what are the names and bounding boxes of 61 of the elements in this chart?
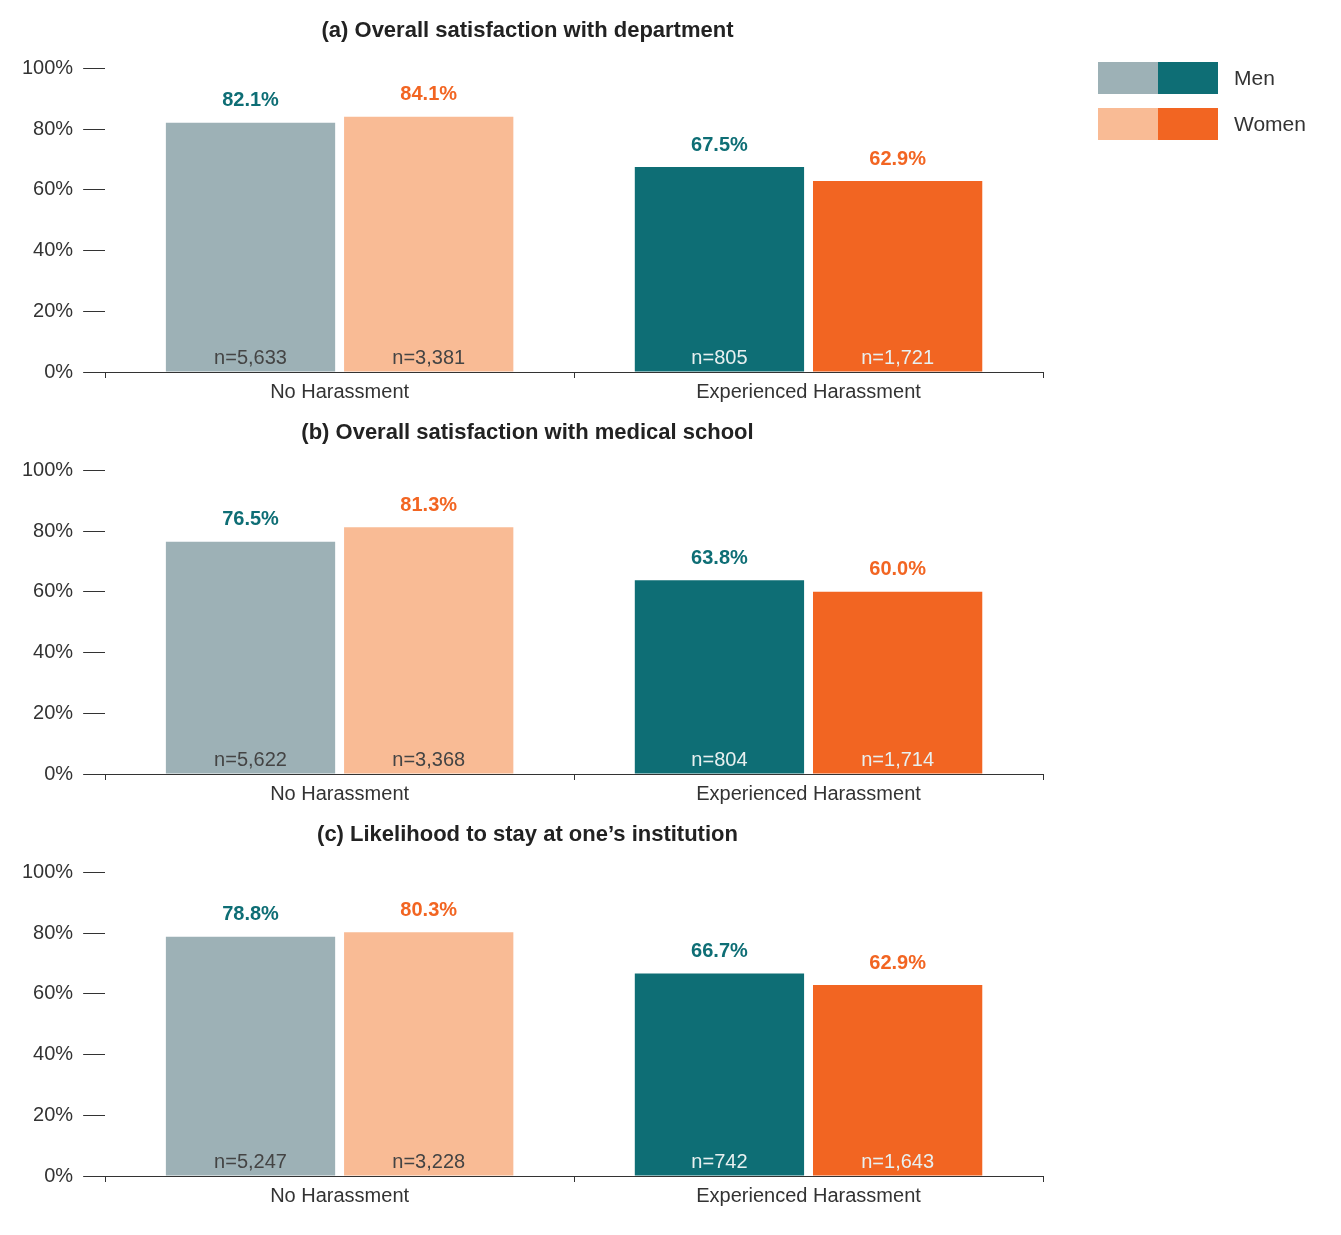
data-label: 84.1% <box>400 82 458 105</box>
bar <box>812 591 983 774</box>
annotation: n=3,381 <box>392 345 466 368</box>
y-tick-label: 0% <box>44 761 74 784</box>
x-tick-label: Experienced Harassment <box>696 781 922 804</box>
data-label: 82.1% <box>222 88 280 111</box>
data-label: 80.3% <box>400 897 458 920</box>
y-tick-label: 100% <box>22 55 74 78</box>
y-tick-label: 60% <box>33 177 74 200</box>
x-tick-label: Experienced Harassment <box>696 1183 922 1206</box>
y-tick-label: 20% <box>33 298 74 321</box>
chart-title: (a) Overall satisfaction with department <box>321 17 735 43</box>
bar <box>165 936 336 1176</box>
y-tick-label: 40% <box>33 1042 74 1065</box>
y-tick-label: 80% <box>33 920 74 943</box>
annotation: n=805 <box>691 345 748 368</box>
data-label: 76.5% <box>222 507 280 530</box>
x-tick-label: No Harassment <box>270 379 410 402</box>
annotation: n=1,721 <box>861 345 935 368</box>
bar <box>344 527 514 774</box>
data-label: 62.9% <box>869 950 927 973</box>
y-tick-label: 60% <box>33 981 74 1004</box>
y-tick-label: 100% <box>22 457 74 480</box>
y-tick-label: 80% <box>33 116 74 139</box>
y-tick-label: 20% <box>33 700 74 723</box>
data-label: 78.8% <box>222 902 280 925</box>
bar <box>165 541 336 774</box>
annotation: n=5,633 <box>214 345 287 368</box>
data-label: 66.7% <box>691 939 749 962</box>
chart-title: (b) Overall satisfaction with medical school <box>301 419 754 445</box>
bar <box>634 580 805 774</box>
legend-label: Women <box>1234 112 1306 136</box>
y-tick-label: 80% <box>33 518 74 541</box>
y-tick-label: 100% <box>22 859 74 882</box>
annotation: n=5,622 <box>214 747 287 770</box>
annotation: n=742 <box>691 1149 748 1172</box>
data-label: 63.8% <box>691 545 749 568</box>
y-tick-label: 40% <box>33 640 74 663</box>
data-label: 60.0% <box>869 557 927 580</box>
y-tick-label: 0% <box>44 1163 74 1186</box>
annotation: n=1,643 <box>861 1149 935 1172</box>
annotation: n=3,228 <box>392 1149 466 1172</box>
data-label: 81.3% <box>400 492 458 515</box>
data-label: 62.9% <box>869 146 927 169</box>
annotation: n=804 <box>691 747 748 770</box>
x-tick-label: Experienced Harassment <box>696 379 922 402</box>
annotation: n=1,714 <box>861 747 935 770</box>
bar <box>634 973 805 1176</box>
legend-label: Men <box>1234 66 1275 90</box>
bar <box>344 932 514 1176</box>
x-tick-label: No Harassment <box>270 781 410 804</box>
annotation: n=3,368 <box>392 747 466 770</box>
annotation: n=5,247 <box>214 1149 287 1172</box>
bar <box>812 985 983 1176</box>
x-tick-label: No Harassment <box>270 1183 410 1206</box>
y-tick-label: 0% <box>44 359 74 382</box>
y-tick-label: 20% <box>33 1102 74 1125</box>
y-tick-label: 40% <box>33 238 74 261</box>
data-label: 67.5% <box>691 132 749 155</box>
chart-title: (c) Likelihood to stay at one’s institution <box>317 821 738 847</box>
y-tick-label: 60% <box>33 579 74 602</box>
